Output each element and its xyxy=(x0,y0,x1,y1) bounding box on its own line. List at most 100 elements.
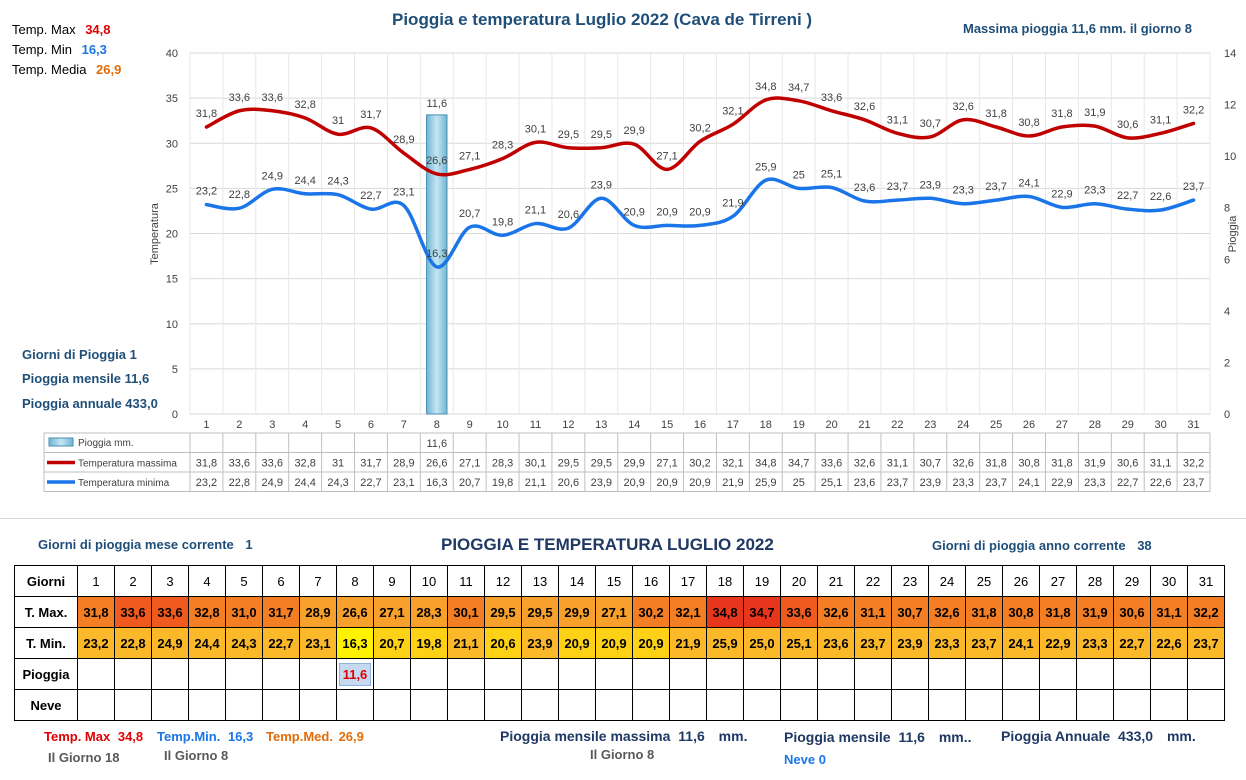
x-tick-label: 23 xyxy=(924,419,936,431)
day-cell: 30 xyxy=(1150,565,1188,597)
x-tick-label: 12 xyxy=(562,419,574,431)
snow-cell xyxy=(632,689,670,721)
table-row-tmin: T. Min. 23,2 22,8 24,9 24,4 24,3 22,7 23,1 16,3… xyxy=(14,627,1225,659)
footer-annual-rain-label: Pioggia Annuale xyxy=(1001,728,1111,744)
legend-rain-key xyxy=(48,437,74,447)
day-cell: 28 xyxy=(1076,565,1114,597)
legend-rain-label: Pioggia mm. xyxy=(78,438,134,449)
tmax-line xyxy=(204,96,1196,177)
tmax-data-label: 28,3 xyxy=(492,140,513,152)
tmin-cell: 23,9 xyxy=(521,627,559,659)
summary-tmed: Temp. Media 26,9 xyxy=(12,62,121,77)
rain-cell xyxy=(262,658,300,690)
day-cell: 26 xyxy=(1002,565,1040,597)
data-table-cell: 23,6 xyxy=(854,477,875,489)
tmin-cell: 22,8 xyxy=(114,627,152,659)
monthly-table: Giorni 1 2 3 4 5 6 7 8 9 10 11 12 13 14 15 16 17 18 19 20 21… xyxy=(14,565,1225,721)
data-table-cell: 23,3 xyxy=(1084,477,1105,489)
footer-tmed-value: 26,9 xyxy=(338,729,364,744)
tmax-cell: 31,8 xyxy=(965,596,1003,628)
rain-cell xyxy=(1150,658,1188,690)
data-table-cell: 25 xyxy=(793,477,805,489)
snow-cell xyxy=(1113,689,1151,721)
table-row-tmax: T. Max. 31,8 33,6 33,6 32,8 31,0 31,7 28,9 26,6… xyxy=(14,596,1225,628)
day-cell: 8 xyxy=(336,565,374,597)
tmax-cell: 27,1 xyxy=(595,596,633,628)
day-cell: 27 xyxy=(1039,565,1077,597)
tmax-data-label: 31,1 xyxy=(887,114,908,126)
rain-cell xyxy=(484,658,522,690)
data-table-cell: 22,8 xyxy=(229,477,250,489)
footer-tmin-day: Il Giorno 8 xyxy=(164,748,229,763)
y2-tick-label: 10 xyxy=(1224,151,1236,163)
row-label-days: Giorni xyxy=(14,565,78,597)
row-label-snow: Neve xyxy=(14,689,78,721)
tmax-data-label: 31,7 xyxy=(360,109,381,121)
snow-cell xyxy=(743,689,781,721)
rain-days-month-value: 1 xyxy=(245,537,253,552)
data-table-cell: 31,7 xyxy=(360,458,381,470)
row-label-rain: Pioggia xyxy=(14,658,78,690)
tmax-data-label: 30,1 xyxy=(525,123,546,135)
data-table-cell: 20,6 xyxy=(558,477,579,489)
snow-cell xyxy=(262,689,300,721)
rain-cell xyxy=(1002,658,1040,690)
snow-cell xyxy=(706,689,744,721)
day-cell: 9 xyxy=(373,565,411,597)
tmin-data-label: 23,7 xyxy=(887,181,908,193)
tmin-data-label: 20,9 xyxy=(656,206,677,218)
data-table-cell: 32,6 xyxy=(953,458,974,470)
data-table-cell: 31,8 xyxy=(196,458,217,470)
tmin-cell: 24,3 xyxy=(225,627,263,659)
snow-cell xyxy=(928,689,966,721)
snow-cell xyxy=(1150,689,1188,721)
snow-cell xyxy=(1187,689,1225,721)
tmax-cell: 32,6 xyxy=(928,596,966,628)
day-cell: 3 xyxy=(151,565,189,597)
data-table-cell: 31 xyxy=(332,458,344,470)
footer-tmax-day: Il Giorno 18 xyxy=(48,750,120,765)
table-row-snow: Neve xyxy=(14,689,1225,721)
data-table-cell: 32,1 xyxy=(722,458,743,470)
x-tick-label: 3 xyxy=(269,419,275,431)
tmin-cell: 23,3 xyxy=(928,627,966,659)
tmax-cell: 29,9 xyxy=(558,596,596,628)
tmax-cell: 32,8 xyxy=(188,596,226,628)
tmax-data-label: 30,8 xyxy=(1018,117,1039,129)
data-table-cell: 20,9 xyxy=(623,477,644,489)
table-row-days: Giorni 1 2 3 4 5 6 7 8 9 10 11 12 13 14 15 16 17 18 19 20 21… xyxy=(14,565,1225,597)
data-table-cell: 11,6 xyxy=(426,438,447,450)
rain-cell xyxy=(521,658,559,690)
rain-cell xyxy=(743,658,781,690)
rain-cell xyxy=(928,658,966,690)
snow-cell xyxy=(521,689,559,721)
footer-monthly-rain-label: Pioggia mensile xyxy=(784,729,891,745)
tmax-data-label: 31,9 xyxy=(1084,107,1105,119)
data-table-cell: 31,9 xyxy=(1084,458,1105,470)
tmin-data-label: 22,9 xyxy=(1051,188,1072,200)
snow-cell xyxy=(151,689,189,721)
data-table-cell: 26,6 xyxy=(426,458,447,470)
footer-max-monthly-rain-label: Pioggia mensile massima xyxy=(500,728,671,744)
summary-tmin-value: 16,3 xyxy=(81,42,107,57)
y-tick-label: 20 xyxy=(166,229,178,241)
tmin-data-label: 20,7 xyxy=(459,208,480,220)
tmax-cell: 29,5 xyxy=(521,596,559,628)
tmax-data-label: 31 xyxy=(332,115,344,127)
snow-cell xyxy=(77,689,115,721)
x-tick-label: 24 xyxy=(957,419,969,431)
rain-cell xyxy=(447,658,485,690)
tmax-cell: 32,1 xyxy=(669,596,707,628)
tmin-cell: 23,1 xyxy=(299,627,337,659)
data-table-cell: 22,7 xyxy=(1117,477,1138,489)
tmin-data-label: 23,7 xyxy=(985,181,1006,193)
summary-tmax-label: Temp. Max xyxy=(12,22,76,37)
tmin-cell: 24,1 xyxy=(1002,627,1040,659)
data-table-cell: 34,7 xyxy=(788,458,809,470)
data-table-cell: 24,1 xyxy=(1018,477,1039,489)
tmax-cell: 30,2 xyxy=(632,596,670,628)
x-tick-label: 6 xyxy=(368,419,374,431)
data-table-cell: 25,9 xyxy=(755,477,776,489)
tmin-data-label: 23,6 xyxy=(854,182,875,194)
x-tick-label: 25 xyxy=(990,419,1002,431)
